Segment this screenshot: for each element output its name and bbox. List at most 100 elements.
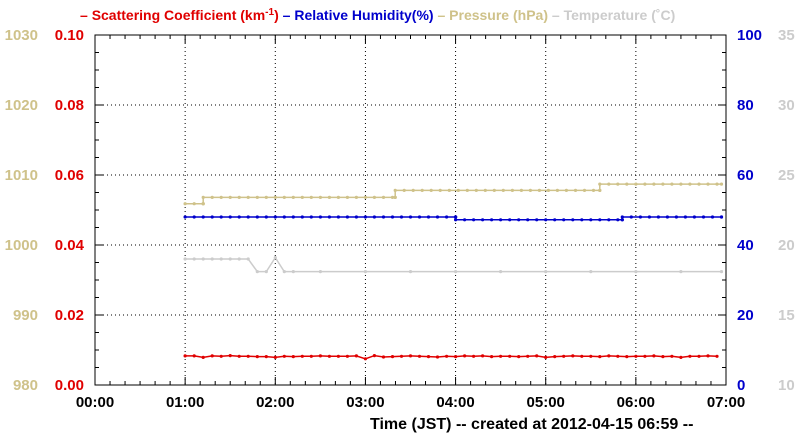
y-tick-label-pressure: 1030: [5, 27, 38, 44]
data-point-temperature: [589, 270, 593, 274]
data-point-scattering: [463, 354, 467, 358]
data-point-humidity: [499, 218, 503, 222]
data-point-humidity: [399, 215, 404, 219]
data-point-pressure: [429, 188, 433, 192]
y-tick-label-temperature: 15: [778, 307, 795, 324]
data-point-humidity: [665, 215, 670, 219]
x-tick-label: 01:00: [166, 394, 204, 411]
data-point-pressure: [420, 188, 424, 192]
data-point-humidity: [291, 215, 295, 219]
data-point-scattering: [372, 354, 376, 358]
data-point-scattering: [192, 354, 196, 358]
data-point-humidity: [336, 215, 340, 219]
data-point-pressure: [492, 188, 496, 192]
data-point-humidity: [300, 215, 304, 219]
data-point-scattering: [481, 354, 485, 358]
data-point-humidity: [607, 218, 611, 222]
data-point-pressure: [474, 188, 478, 192]
data-point-humidity: [544, 218, 548, 222]
x-tick-label: 07:00: [707, 394, 745, 411]
data-point-scattering: [454, 355, 458, 359]
data-point-scattering: [589, 354, 593, 358]
data-point-humidity: [318, 215, 322, 219]
data-point-pressure: [390, 195, 395, 199]
data-point-pressure: [582, 188, 587, 192]
data-point-humidity: [710, 215, 715, 219]
data-point-pressure: [679, 182, 683, 186]
data-point-humidity: [454, 218, 458, 222]
data-point-pressure: [327, 195, 331, 199]
data-point-scattering: [643, 354, 647, 358]
data-point-pressure: [616, 182, 620, 186]
data-point-temperature: [634, 270, 638, 274]
data-point-humidity: [372, 215, 376, 219]
y-tick-label-temperature: 20: [778, 237, 795, 254]
data-point-scattering: [598, 355, 602, 359]
data-point-pressure: [183, 202, 187, 206]
data-point-scattering: [390, 355, 395, 359]
data-point-pressure: [634, 182, 638, 186]
plot-border: [94, 34, 727, 386]
data-point-humidity: [562, 218, 566, 222]
data-point-scattering: [363, 357, 367, 361]
data-point-scattering: [508, 354, 512, 358]
y-tick-label-scattering: 0.02: [55, 307, 84, 324]
data-point-temperature: [201, 257, 205, 261]
data-point-scattering: [327, 354, 331, 358]
data-point-pressure: [246, 195, 250, 199]
data-point-scattering: [607, 354, 611, 358]
y-tick-label-humidity: 20: [737, 307, 754, 324]
data-point-pressure: [201, 195, 205, 199]
data-point-scattering: [553, 355, 557, 359]
data-point-pressure: [661, 182, 665, 186]
data-point-scattering: [282, 354, 286, 358]
data-point-humidity: [508, 218, 512, 222]
data-point-scattering: [445, 354, 449, 358]
data-point-humidity: [345, 215, 349, 219]
data-point-temperature: [264, 270, 268, 274]
data-point-humidity: [445, 215, 449, 219]
y-tick-label-humidity: 40: [737, 237, 754, 254]
data-point-humidity: [417, 215, 422, 219]
data-point-scattering: [670, 354, 674, 358]
data-point-humidity: [390, 215, 395, 219]
data-point-scattering: [526, 354, 530, 358]
y-tick-label-humidity: 100: [737, 27, 762, 44]
data-point-scattering: [580, 354, 584, 358]
data-point-scattering: [679, 355, 683, 359]
data-point-humidity: [273, 215, 277, 219]
data-point-temperature: [408, 270, 413, 274]
data-point-pressure: [273, 195, 277, 199]
data-point-scattering: [490, 355, 494, 359]
data-point-humidity: [553, 218, 557, 222]
data-point-humidity: [701, 215, 706, 219]
data-point-pressure: [192, 202, 196, 206]
data-point-humidity: [463, 218, 467, 222]
data-point-pressure: [372, 195, 376, 199]
x-tick-label: 00:00: [76, 394, 114, 411]
x-axis-title: Time (JST) -- created at 2012-04-15 06:5…: [370, 416, 693, 433]
data-point-pressure: [300, 195, 304, 199]
data-point-humidity: [201, 215, 205, 219]
data-point-scattering: [255, 355, 259, 359]
data-point-humidity: [638, 215, 643, 219]
data-point-pressure: [510, 188, 514, 192]
data-point-scattering: [417, 354, 422, 358]
data-point-scattering: [381, 355, 386, 359]
y-tick-label-pressure: 1000: [5, 237, 38, 254]
data-point-scattering: [652, 354, 656, 358]
data-point-humidity: [656, 215, 661, 219]
data-point-humidity: [408, 215, 413, 219]
data-point-humidity: [616, 218, 620, 222]
data-point-scattering: [535, 354, 539, 358]
y-tick-label-scattering: 0.04: [55, 237, 85, 254]
data-point-scattering: [273, 355, 277, 359]
data-point-pressure: [591, 188, 596, 192]
data-point-scattering: [291, 355, 295, 359]
data-point-humidity: [472, 218, 476, 222]
data-point-temperature: [282, 270, 286, 274]
y-tick-label-pressure: 1010: [5, 167, 38, 184]
data-point-scattering: [517, 355, 521, 359]
data-point-humidity: [526, 218, 530, 222]
